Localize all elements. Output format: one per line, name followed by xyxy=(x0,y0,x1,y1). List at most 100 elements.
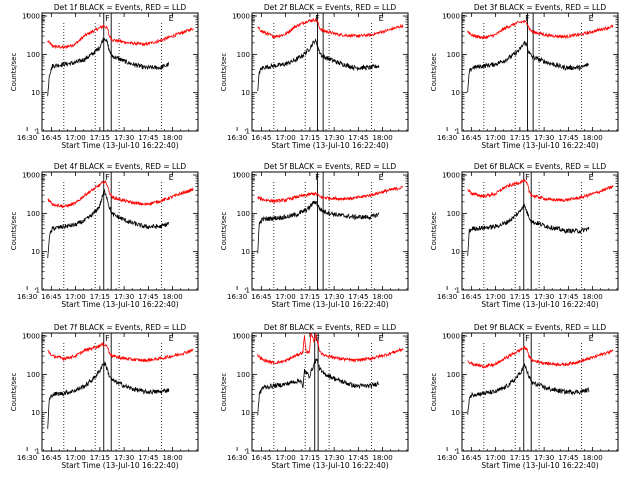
y-axis-label: Counts/sec xyxy=(430,212,438,251)
segment-marker: E xyxy=(461,173,466,182)
plot-frame xyxy=(41,12,199,132)
segment-marker: E xyxy=(169,14,174,23)
panel-2: Det 2f BLACK = Events, RED = LLD 1 10 100 10… xyxy=(220,3,409,150)
x-tick-label: 16:30 xyxy=(227,134,247,142)
series-lld-line xyxy=(47,341,194,364)
y-tick-label: 100 xyxy=(447,371,460,379)
x-tick-label: 17:00 xyxy=(486,454,506,462)
x-tick-label: 17:00 xyxy=(486,293,506,301)
panel-6: Det 6f BLACK = Events, RED = LLD 1 10 100 10… xyxy=(430,162,619,309)
panel-9: Det 9f BLACK = Events, RED = LLD 1 10 100 10… xyxy=(430,323,619,470)
x-tick-label: 17:00 xyxy=(276,134,296,142)
y-tick-label: 1 xyxy=(456,287,460,295)
plot-frame xyxy=(251,171,409,291)
x-tick-label: 16:45 xyxy=(41,293,61,301)
segment-marker: E xyxy=(461,334,466,343)
y-tick-label: 1000 xyxy=(442,333,460,341)
series-events-line xyxy=(257,37,380,92)
x-axis-label: Start Time (13-Jul-10 16:22:40) xyxy=(271,141,388,150)
x-tick-label: 17:30 xyxy=(114,134,134,142)
plot-frame xyxy=(251,332,409,452)
x-axis-label: Start Time (13-Jul-10 16:22:40) xyxy=(271,461,388,470)
x-tick-label: 17:45 xyxy=(348,293,368,301)
x-tick-label: 16:30 xyxy=(227,454,247,462)
plot-frame xyxy=(461,171,619,291)
y-tick-label: 10 xyxy=(451,248,460,256)
series-events-line xyxy=(467,40,590,93)
y-tick-label: 10 xyxy=(241,409,250,417)
x-tick-label: 17:00 xyxy=(66,293,86,301)
x-tick-label: 16:30 xyxy=(17,454,37,462)
y-tick-label: 100 xyxy=(447,210,460,218)
y-tick-label: 1000 xyxy=(232,13,250,21)
x-tick-label: 17:15 xyxy=(300,134,320,142)
x-tick-label: 17:30 xyxy=(324,454,344,462)
x-tick-label: 17:30 xyxy=(114,454,134,462)
panel-title: Det 3f BLACK = Events, RED = LLD xyxy=(474,3,607,12)
x-tick-label: 16:45 xyxy=(251,293,271,301)
y-tick-label: 1 xyxy=(36,287,40,295)
series-events-line xyxy=(47,188,170,259)
x-tick-label: 18:00 xyxy=(373,454,393,462)
y-axis-label: Counts/sec xyxy=(220,53,228,92)
x-axis-label: Start Time (13-Jul-10 16:22:40) xyxy=(61,461,178,470)
plot-frame xyxy=(461,12,619,132)
y-axis-label: Counts/sec xyxy=(430,373,438,412)
x-tick-label: 16:30 xyxy=(227,293,247,301)
x-tick-label: 16:30 xyxy=(437,454,457,462)
x-tick-label: 17:15 xyxy=(510,293,530,301)
segment-marker: E xyxy=(251,173,256,182)
segment-marker: E xyxy=(251,334,256,343)
y-tick-label: 100 xyxy=(237,371,250,379)
x-axis-label: Start Time (13-Jul-10 16:22:40) xyxy=(271,300,388,309)
x-tick-label: 17:15 xyxy=(90,454,110,462)
y-axis-label: Counts/sec xyxy=(220,212,228,251)
segment-marker: E xyxy=(379,14,384,23)
y-tick-label: 10 xyxy=(451,409,460,417)
x-tick-label: 16:30 xyxy=(17,134,37,142)
x-tick-label: 17:30 xyxy=(534,134,554,142)
x-tick-label: 17:30 xyxy=(534,454,554,462)
plot-frame xyxy=(251,12,409,132)
panel-4: Det 4f BLACK = Events, RED = LLD 1 10 100 10… xyxy=(10,162,199,309)
x-tick-label: 18:00 xyxy=(373,134,393,142)
panel-title: Det 5f BLACK = Events, RED = LLD xyxy=(264,162,397,171)
y-tick-label: 1000 xyxy=(22,172,40,180)
y-tick-label: 1 xyxy=(456,128,460,136)
y-tick-label: 10 xyxy=(31,89,40,97)
segment-marker: F xyxy=(315,334,320,343)
y-tick-label: 10 xyxy=(241,89,250,97)
x-tick-label: 17:00 xyxy=(486,134,506,142)
y-tick-label: 1 xyxy=(36,448,40,456)
x-tick-label: 16:30 xyxy=(437,134,457,142)
x-tick-label: 17:45 xyxy=(558,293,578,301)
series-events-line xyxy=(257,200,380,254)
series-events-line xyxy=(467,362,590,415)
x-tick-label: 17:00 xyxy=(66,134,86,142)
y-tick-label: 1 xyxy=(246,287,250,295)
segment-marker: F xyxy=(525,334,530,343)
panel-title: Det 6f BLACK = Events, RED = LLD xyxy=(474,162,607,171)
series-events-line xyxy=(257,358,380,416)
x-tick-label: 17:30 xyxy=(534,293,554,301)
segment-marker: F xyxy=(105,334,110,343)
panel-7: Det 7f BLACK = Events, RED = LLD 1 10 100 10… xyxy=(10,323,199,470)
series-lld-line xyxy=(257,332,404,366)
panel-3: Det 3f BLACK = Events, RED = LLD 1 10 100 10… xyxy=(430,3,619,150)
x-tick-label: 17:15 xyxy=(510,454,530,462)
x-tick-label: 16:30 xyxy=(437,293,457,301)
y-tick-label: 1000 xyxy=(232,172,250,180)
x-tick-label: 17:00 xyxy=(276,454,296,462)
y-axis-label: Counts/sec xyxy=(220,373,228,412)
y-tick-label: 100 xyxy=(237,51,250,59)
x-axis-label: Start Time (13-Jul-10 16:22:40) xyxy=(481,461,598,470)
x-tick-label: 16:45 xyxy=(461,454,481,462)
y-tick-label: 10 xyxy=(31,409,40,417)
x-tick-label: 18:00 xyxy=(583,134,603,142)
segment-marker: F xyxy=(525,173,530,182)
plot-frame xyxy=(461,332,619,452)
segment-marker: E xyxy=(589,14,594,23)
y-tick-label: 100 xyxy=(27,210,40,218)
series-events-line xyxy=(47,37,170,97)
